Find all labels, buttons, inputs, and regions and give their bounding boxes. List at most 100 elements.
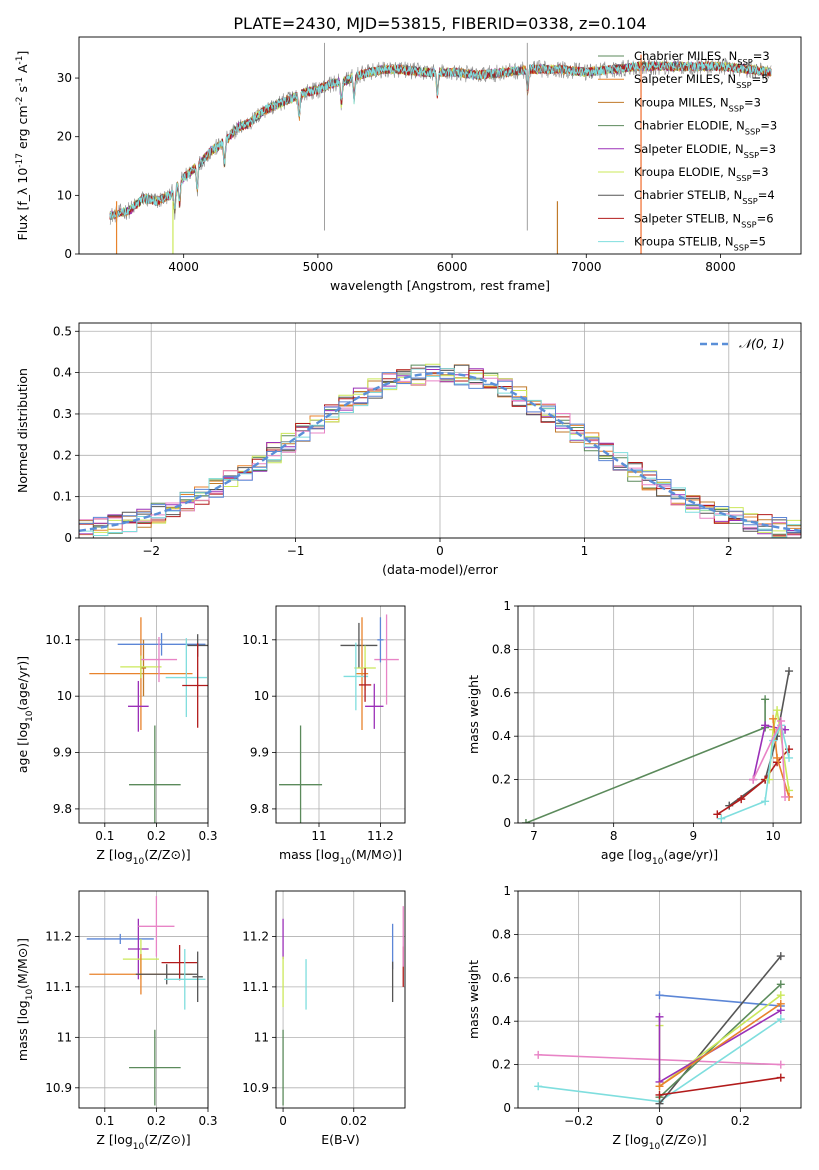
errorbar-point: [138, 896, 175, 957]
x-tick-label: 0.3: [198, 829, 217, 843]
errorbar-point: [165, 638, 207, 718]
axes-frame: [78, 890, 209, 1109]
series-marker: [781, 792, 790, 801]
y-tick-label: 11.1: [242, 980, 269, 994]
y-tick-label: 0.8: [492, 642, 511, 656]
x-tick-label: 2: [725, 544, 733, 558]
y-tick-label: 1: [503, 599, 511, 613]
errorbar-point: [86, 933, 154, 944]
x-axis-label: Z [log10(Z/Z⊙)]: [96, 1132, 190, 1152]
series-line: [659, 1003, 782, 1087]
errorbar-point: [135, 964, 198, 985]
legend-entry: Kroupa ELODIE, NSSP=3: [634, 165, 769, 183]
spectrum-series-line: [109, 60, 772, 220]
series-marker: [521, 819, 530, 823]
errorbar-point: [358, 668, 372, 702]
x-tick-label: 0.2: [147, 1114, 166, 1128]
series-marker: [776, 1073, 785, 1082]
y-tick-label: 1: [503, 884, 511, 898]
y-axis-label: Flux [f_λ 10-17 erg cm-2 s-1 A-1]: [15, 51, 30, 241]
series-line: [659, 1076, 781, 1096]
plot-area: [521, 667, 794, 823]
x-tick-label: 7000: [571, 260, 602, 274]
y-tick-label: 11.2: [45, 929, 72, 943]
series-marker: [761, 695, 770, 704]
legend-entry: Kroupa STELIB, NSSP=5: [634, 235, 766, 253]
errorbar-point: [340, 622, 378, 668]
gaussian-curve: [79, 371, 801, 532]
errorbar-point: [374, 614, 399, 705]
x-tick-label: 0.02: [340, 1114, 367, 1128]
y-tick-label: 0: [64, 531, 72, 545]
figure-title: PLATE=2430, MJD=53815, FIBERID=0338, z=0…: [233, 14, 646, 33]
y-tick-label: 0.4: [492, 1014, 511, 1028]
series-marker: [776, 980, 785, 989]
series-marker: [773, 753, 782, 762]
y-axis-label: mass [log10(M/M⊙)]: [15, 938, 35, 1061]
series-marker: [655, 1012, 664, 1021]
series-marker: [776, 1060, 785, 1069]
y-tick-label: 0.4: [53, 366, 72, 380]
legend-entry: Kroupa MILES, NSSP=3: [634, 95, 761, 113]
plot-area: [86, 896, 206, 1106]
x-axis-label: (data-model)/error: [382, 562, 499, 577]
plot-area: [534, 952, 785, 1108]
axes-frame: [78, 605, 209, 824]
histogram-series: [79, 373, 801, 536]
errorbar-point: [140, 637, 178, 683]
x-tick-label: 0: [279, 1114, 287, 1128]
x-tick-label: 9: [690, 829, 698, 843]
series-marker: [769, 725, 778, 734]
axes-frame: [517, 890, 802, 1109]
legend-entry: Chabrier STELIB, NSSP=4: [634, 188, 775, 206]
x-axis-label: E(B-V): [321, 1132, 360, 1147]
series-line: [658, 955, 782, 1105]
errorbar-point: [182, 643, 208, 728]
plot-area: [282, 906, 404, 1106]
x-tick-label: 0.3: [198, 1114, 217, 1128]
y-tick-label: 0: [503, 1101, 511, 1115]
axes-frame: [78, 36, 802, 255]
errorbar-point: [279, 725, 323, 823]
axes-frame: [275, 605, 406, 824]
y-tick-label: 10.9: [242, 1081, 269, 1095]
x-tick-label: 6000: [437, 260, 468, 274]
series-marker: [769, 714, 778, 723]
legend-entry: Salpeter ELODIE, NSSP=3: [634, 142, 776, 160]
x-tick-label: 0.1: [95, 829, 114, 843]
legend-entry: Chabrier MILES, NSSP=3: [634, 49, 770, 67]
series-marker: [777, 717, 786, 726]
y-tick-label: 10: [57, 188, 72, 202]
x-tick-label: −0.2: [564, 1114, 593, 1128]
y-tick-label: 10.1: [242, 633, 269, 647]
y-tick-label: 10: [57, 689, 72, 703]
panel-2: 0.1 0.2 0.3 9.8 9.9 10 10.1 Z [log10(Z/Z⊙)] age …: [15, 605, 218, 867]
series-line: [658, 994, 782, 1088]
panel-1: −2 −1 0 1 2 0 0.1 0.2 0.3 0.4 0.5 (data-model)/erro…: [15, 322, 802, 577]
legend-entry: Chabrier ELODIE, NSSP=3: [634, 119, 777, 137]
legend-entry: 𝒩(0, 1): [739, 336, 785, 351]
series-marker: [773, 706, 782, 715]
series-marker: [655, 1082, 664, 1091]
series-marker: [761, 721, 770, 730]
y-tick-label: 0.8: [492, 927, 511, 941]
y-tick-label: 11.2: [242, 929, 269, 943]
y-tick-label: 0.2: [492, 1058, 511, 1072]
x-tick-label: 5000: [303, 260, 334, 274]
x-axis-label: mass [log10(M/M⊙)]: [279, 847, 402, 867]
y-tick-label: 0.2: [53, 448, 72, 462]
y-axis-label: mass weight: [466, 675, 481, 754]
series-marker: [655, 1090, 664, 1099]
series-marker: [776, 999, 785, 1008]
panel-6: 0 0.02 10.9 11 11.1 11.2 E(B-V): [242, 890, 406, 1147]
x-tick-label: 1: [581, 544, 589, 558]
x-tick-label: 7: [530, 829, 538, 843]
series-marker: [749, 775, 758, 784]
series-marker: [655, 991, 664, 1000]
y-tick-label: 9.9: [53, 746, 72, 760]
errorbar-point: [343, 642, 369, 711]
errorbar-point: [129, 725, 181, 823]
series-marker: [534, 1082, 543, 1091]
errorbar-point: [377, 617, 384, 663]
y-tick-label: 30: [57, 71, 72, 85]
